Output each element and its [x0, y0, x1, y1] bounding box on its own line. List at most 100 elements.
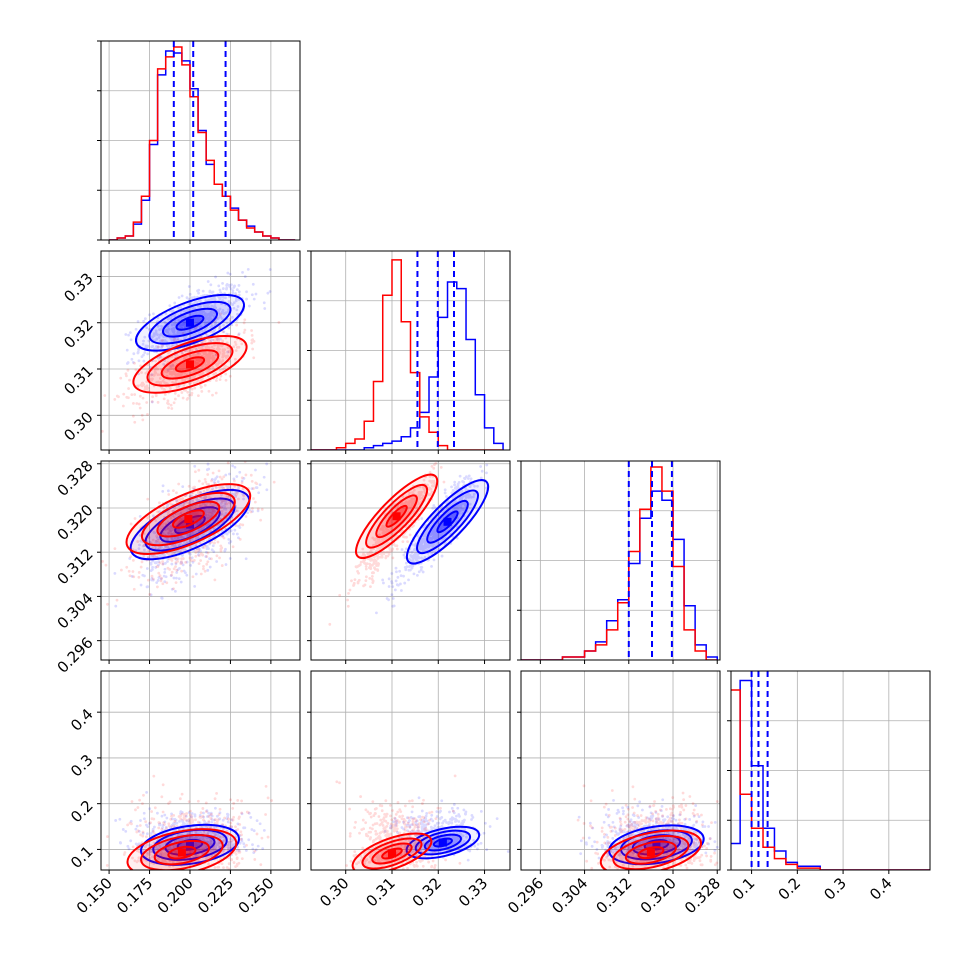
scatter-point: [212, 357, 215, 361]
scatter-point: [183, 365, 187, 369]
scatter-point: [407, 557, 411, 561]
scatter-point: [149, 850, 153, 853]
scatter-point: [401, 502, 405, 506]
scatter-point: [368, 550, 372, 554]
scatter-point: [431, 530, 435, 534]
scatter-point: [202, 846, 206, 850]
scatter-point: [151, 538, 155, 542]
scatter-point: [194, 470, 197, 474]
scatter-point: [206, 487, 209, 491]
scatter-point: [188, 501, 192, 505]
scatter-point: [201, 845, 205, 849]
scatter-point: [179, 331, 183, 335]
scatter-point: [241, 492, 245, 496]
scatter-point: [164, 825, 168, 829]
scatter-point: [384, 556, 388, 560]
scatter-point: [180, 557, 184, 561]
scatter-point: [218, 360, 222, 364]
scatter-point: [146, 555, 150, 559]
scatter-point: [205, 515, 209, 519]
scatter-point: [252, 356, 256, 360]
scatter-point: [219, 501, 223, 505]
scatter-point: [413, 543, 417, 547]
scatter-point: [204, 495, 207, 499]
scatter-point: [403, 566, 407, 569]
scatter-point: [233, 528, 237, 532]
scatter-point: [462, 508, 465, 512]
scatter-point: [456, 507, 460, 511]
scatter-point: [458, 497, 462, 501]
scatter-point: [423, 538, 427, 542]
scatter-point: [197, 842, 201, 846]
scatter-point: [436, 542, 440, 545]
scatter-point: [208, 290, 212, 294]
scatter-point: [207, 811, 210, 815]
scatter-point: [147, 549, 151, 552]
scatter-point: [201, 846, 205, 850]
scatter-point: [240, 481, 244, 485]
scatter-point: [206, 568, 210, 572]
scatter-point: [469, 477, 473, 481]
scatter-point: [460, 497, 464, 501]
scatter-point: [372, 562, 376, 565]
scatter-point: [170, 366, 174, 370]
scatter-point: [463, 477, 467, 481]
scatter-point: [204, 299, 208, 303]
scatter-point: [211, 487, 215, 491]
scatter-point: [226, 846, 230, 849]
scatter-point: [404, 566, 408, 570]
scatter-point: [208, 501, 212, 505]
scatter-point: [243, 845, 246, 849]
scatter-point: [453, 507, 457, 510]
scatter-point: [380, 555, 384, 559]
scatter-point: [213, 338, 216, 342]
scatter-point: [391, 526, 395, 530]
scatter-point: [221, 295, 225, 299]
scatter-point: [174, 322, 177, 326]
scatter-point: [180, 810, 184, 814]
scatter-point: [361, 547, 365, 551]
scatter-point: [220, 505, 224, 509]
scatter-point: [364, 567, 368, 571]
histogram-red: [311, 259, 504, 450]
scatter-point: [180, 524, 184, 527]
scatter-point: [186, 350, 190, 353]
scatter-point: [220, 493, 223, 497]
scatter-point: [151, 565, 154, 569]
scatter-point: [149, 555, 153, 559]
scatter-point: [165, 581, 169, 585]
scatter-point: [197, 479, 201, 483]
peak-marker-red: [185, 360, 194, 369]
scatter-point: [237, 293, 241, 297]
scatter-point: [203, 569, 207, 573]
scatter-point: [150, 400, 154, 404]
scatter-point: [157, 546, 161, 549]
scatter-point: [410, 500, 414, 504]
scatter-point: [394, 544, 397, 548]
scatter-point: [190, 815, 193, 819]
scatter-point: [134, 842, 138, 846]
scatter-point: [244, 849, 248, 852]
scatter-point: [428, 493, 432, 497]
scatter-point: [434, 534, 438, 538]
scatter-point: [154, 519, 158, 523]
scatter-point: [196, 844, 199, 847]
scatter-point: [199, 520, 202, 524]
scatter-point: [161, 340, 165, 343]
scatter-point: [443, 488, 447, 492]
scatter-point: [227, 541, 231, 545]
scatter-point: [423, 539, 427, 543]
scatter-point: [190, 387, 194, 391]
y-tick-label: 0.31: [60, 362, 96, 398]
scatter-point: [168, 567, 172, 571]
scatter-point: [205, 502, 208, 506]
scatter-point: [431, 543, 435, 547]
scatter-point: [152, 373, 156, 377]
scatter-point: [163, 842, 167, 846]
scatter-point: [213, 502, 216, 506]
scatter-point: [439, 533, 443, 536]
scatter-point: [191, 500, 195, 503]
scatter-point: [203, 362, 207, 365]
scatter-point: [464, 494, 467, 498]
scatter-point: [368, 562, 372, 566]
